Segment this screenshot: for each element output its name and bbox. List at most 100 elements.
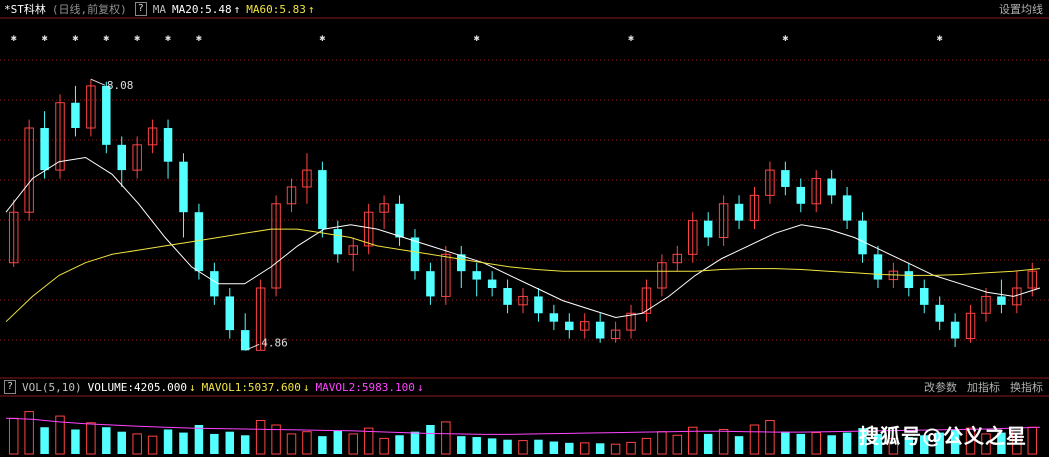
price-header: *ST科林 (日线,前复权) ? MA MA20:5.48 ↑ MA60:5.8… (0, 0, 1049, 18)
candle-body-up (641, 287, 652, 314)
volume-bar-up (811, 432, 821, 455)
volume-bar-down (920, 435, 929, 454)
candle-body-down (117, 144, 126, 171)
candle-body-down (102, 85, 111, 145)
ma-label: MA (152, 2, 166, 16)
candle-body-down (472, 271, 481, 280)
candle-body-up (363, 211, 374, 247)
event-marker-icon: ✱ (165, 33, 171, 44)
candle-body-down (873, 254, 883, 280)
volume-bar-down (225, 431, 235, 454)
volume-bar-up (981, 433, 991, 455)
add-indicator-button[interactable]: 加指标 (967, 381, 1000, 394)
candle-body-up (348, 245, 358, 255)
volume-bar-up (271, 424, 281, 455)
volume-bar-up (749, 424, 760, 455)
candle-body-up (518, 295, 528, 306)
volume-bar-up (255, 420, 266, 455)
ma60-value: MA60:5.83 (246, 2, 306, 16)
mavol1-arrow-icon: ↓ (302, 380, 310, 394)
candle-body-up (626, 312, 636, 331)
watermark: 搜狐号@公义之星 (859, 424, 1027, 448)
candle-body-down (827, 178, 836, 196)
volume-bar-up (86, 422, 96, 455)
volume-bar-up (657, 431, 667, 455)
event-marker-icon: ✱ (319, 33, 325, 44)
event-marker-icon: ✱ (628, 33, 634, 44)
volume-bar-down (565, 442, 574, 454)
help-button[interactable]: ? (134, 2, 147, 16)
volume-bar-up (888, 437, 899, 455)
volume-bar-up (302, 431, 312, 455)
volume-bar-up (55, 415, 65, 455)
candle-body-up (55, 102, 65, 171)
volume-bar-down (734, 436, 744, 454)
event-marker-icon: ✱ (72, 33, 78, 44)
candle-body-down (426, 271, 435, 297)
candle-body-down (71, 102, 80, 128)
candle-body-up (379, 203, 389, 213)
volume-bar-up (518, 440, 528, 455)
candle-body-down (997, 296, 1006, 305)
volume-bar-down (549, 441, 559, 454)
candle-body-up (147, 127, 158, 146)
candle-body-up (965, 312, 976, 340)
volume-bar-down (781, 431, 790, 454)
ma60-line (5, 228, 1041, 323)
volume-bar-up (610, 443, 621, 455)
candle-body-down (163, 128, 173, 162)
period-label: (日线,前复权) (51, 3, 127, 16)
candle-body-up (286, 186, 297, 205)
volume-bar-up (147, 435, 158, 455)
candle-body-up (672, 253, 683, 264)
volume-bar-down (395, 435, 404, 454)
candle-body-up (8, 211, 19, 264)
volume-bar-down (873, 433, 883, 454)
candle-body-down (179, 161, 188, 213)
volume-bar-up (24, 411, 34, 455)
candle-body-up (657, 262, 667, 289)
volume-bar-down (426, 425, 435, 454)
volume-bar-down (457, 436, 466, 454)
set-ma-button[interactable]: 设置均线 (999, 3, 1043, 16)
candle-body-down (487, 279, 497, 288)
candle-body-down (333, 229, 343, 255)
stock-name: *ST科林 (4, 3, 46, 16)
volume-bar-up (626, 441, 636, 455)
candle-body-up (579, 321, 590, 331)
candle-body-up (1027, 270, 1038, 289)
volume-help-button[interactable]: ? (4, 380, 16, 394)
candle-body-up (441, 253, 451, 297)
volume-bar-down (102, 427, 111, 454)
candle-body-down (703, 220, 713, 238)
volume-bar-down (210, 433, 219, 454)
volume-bar-down (703, 433, 713, 454)
volume-bar-up (579, 442, 590, 455)
volume-bar-down (935, 432, 944, 454)
candle-body-down (565, 321, 574, 331)
mavol2-arrow-icon: ↓ (416, 380, 424, 394)
event-marker-icon: ✱ (196, 33, 202, 44)
candle-body-down (935, 304, 944, 322)
event-marker-icon: ✱ (103, 33, 109, 44)
volume-bar-down (595, 443, 605, 454)
candle-body-up (610, 329, 621, 340)
event-marker-icon: ✱ (134, 33, 140, 44)
volume-bar-down (71, 429, 80, 454)
volume-arrow-icon: ↓ (188, 380, 196, 394)
volume-bar-up (641, 437, 652, 455)
candle-body-up (132, 144, 142, 171)
volume-bar-up (363, 427, 374, 455)
volume-bar-up (965, 427, 976, 455)
volume-bar-up (1012, 430, 1022, 455)
volume-bar-down (194, 425, 204, 454)
ma60-arrow-icon: ↑ (307, 2, 315, 16)
candle-body-down (240, 330, 250, 351)
volume-bar-down (842, 432, 852, 454)
change-params-button[interactable]: 改参数 (924, 381, 957, 394)
volume-bar-down (796, 433, 806, 454)
volume-bar-down (904, 437, 914, 454)
volume-bar-down (487, 438, 497, 454)
switch-indicator-button[interactable]: 换指标 (1010, 381, 1043, 394)
